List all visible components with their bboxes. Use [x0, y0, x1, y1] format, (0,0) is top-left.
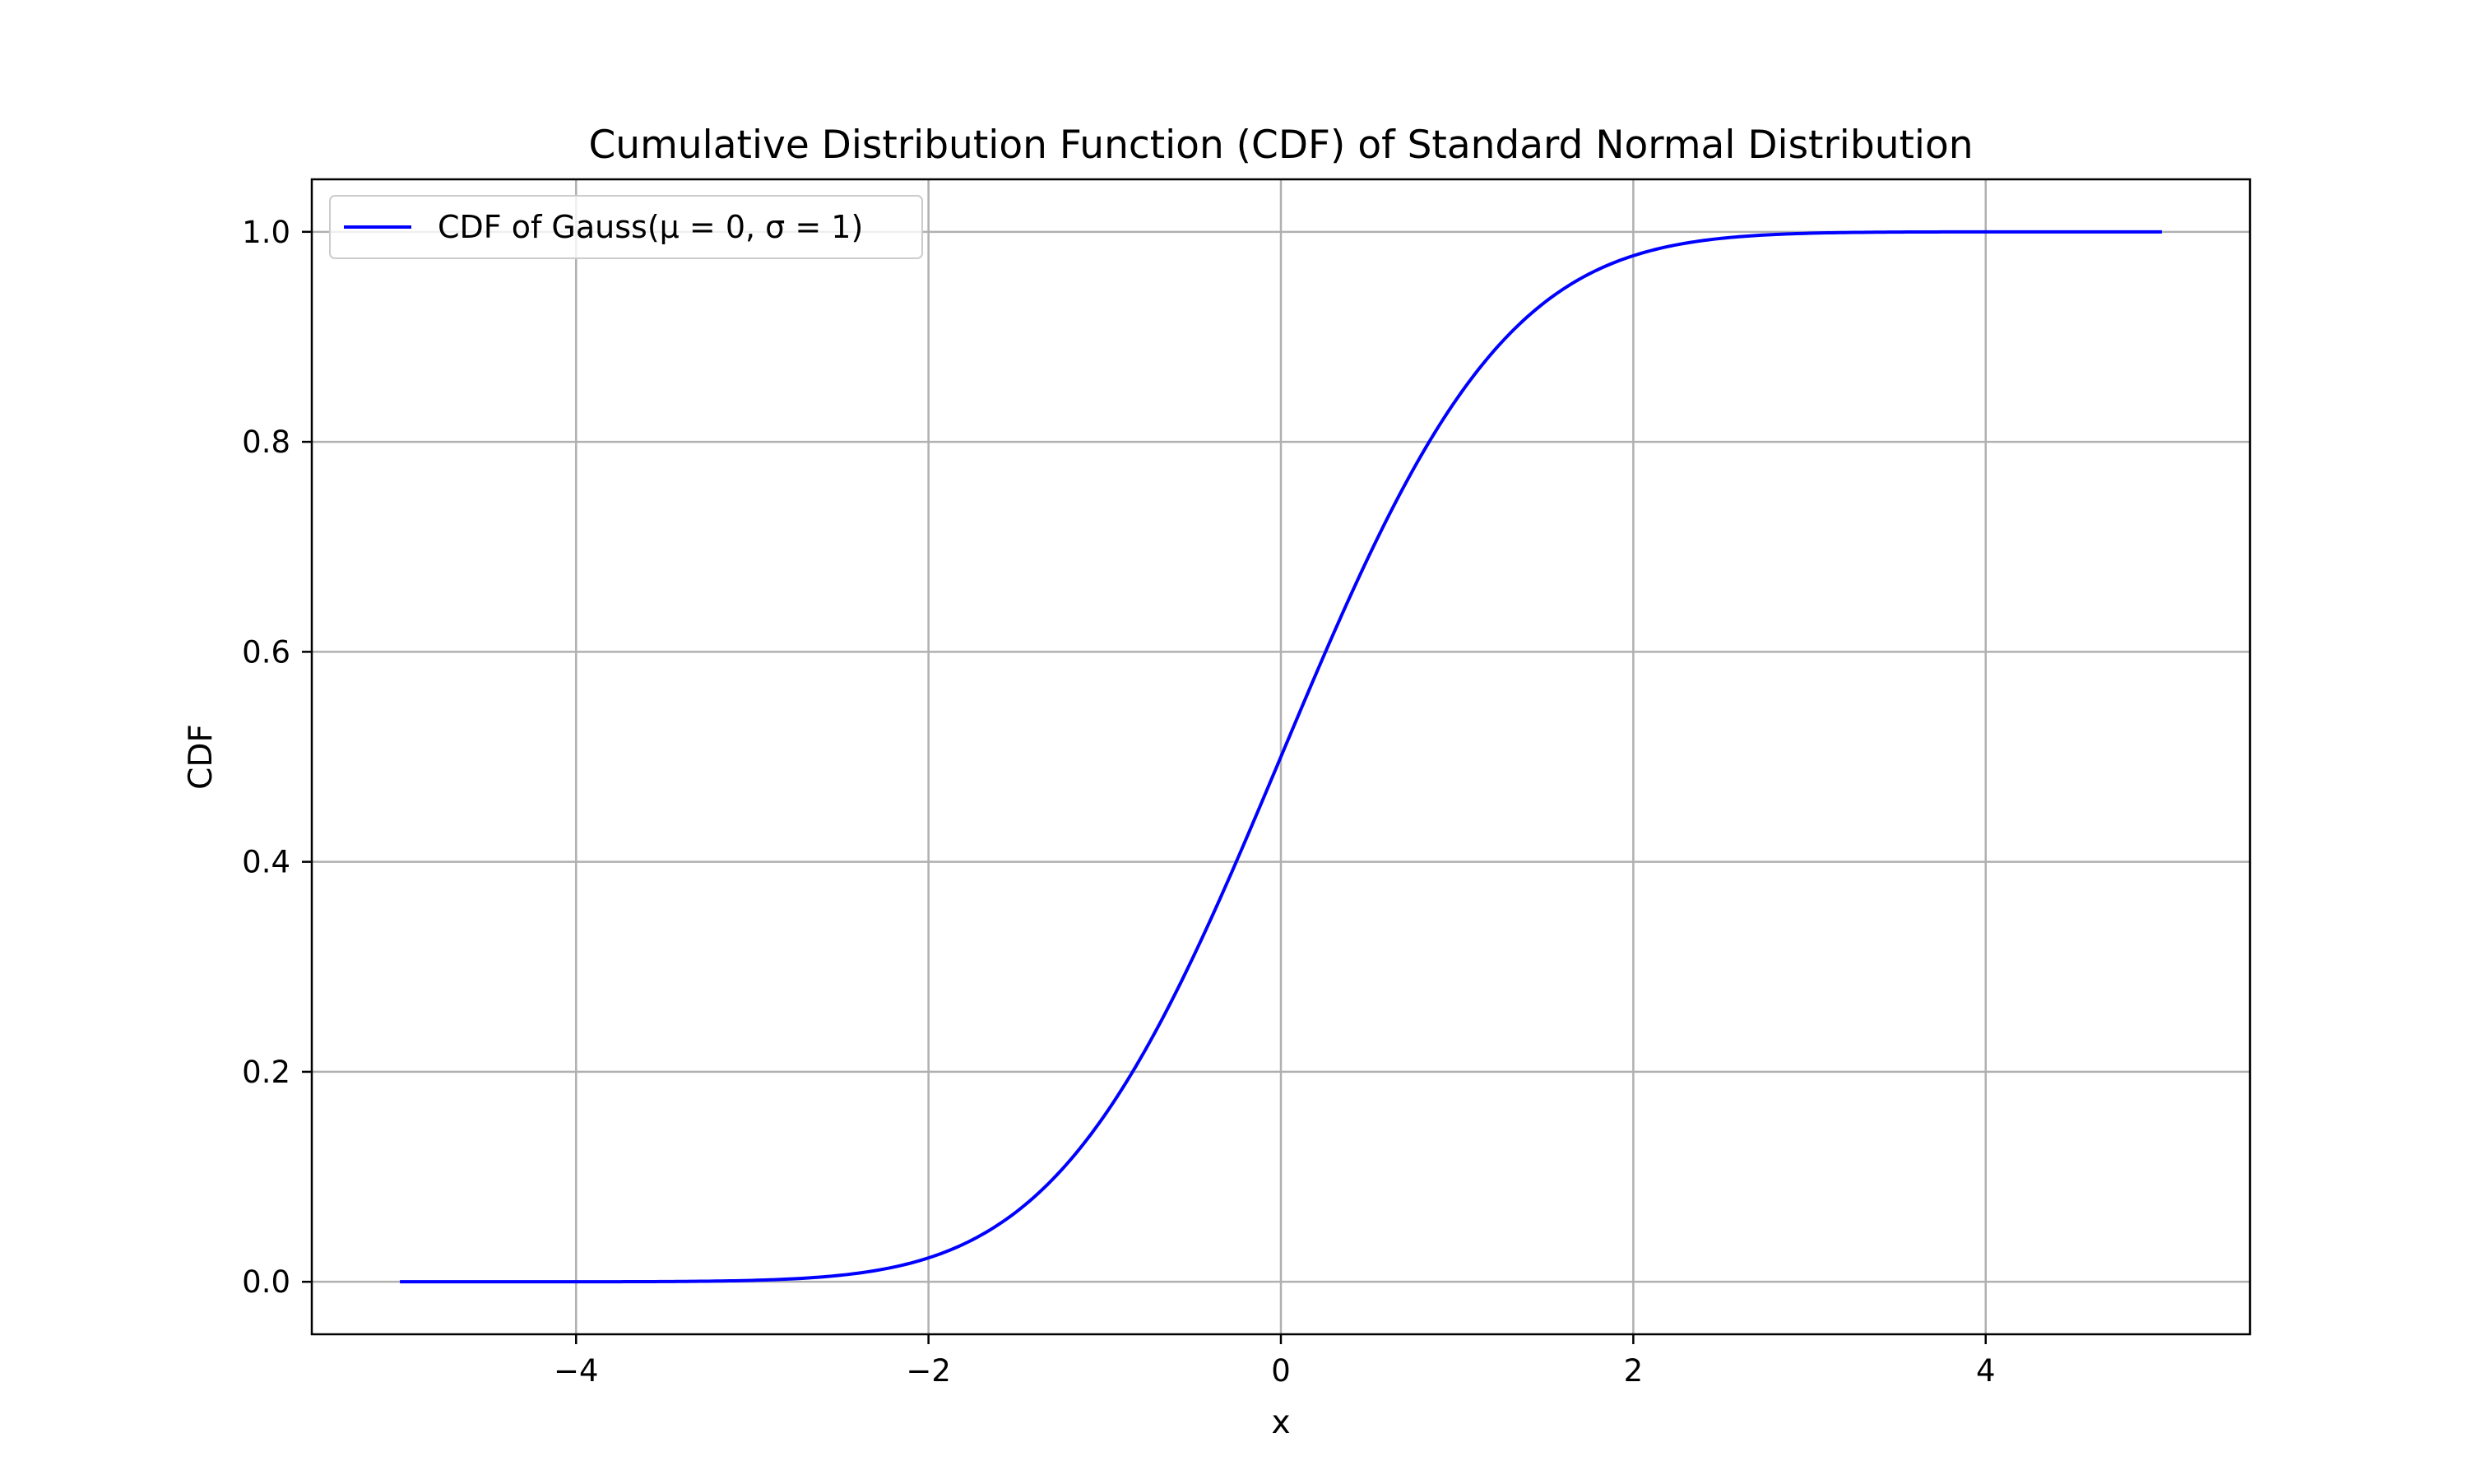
- y-tick-label: 1.0: [242, 215, 290, 250]
- cdf-series-line: [400, 230, 2162, 1284]
- chart-title: Cumulative Distribution Function (CDF) o…: [588, 123, 1973, 168]
- axis-ticks: −4 −2 0 2 4 0.0 0.2 0.4 0.6 0.8 1.0: [242, 215, 1995, 1389]
- legend-label: CDF of Gauss(μ = 0, σ = 1): [438, 209, 863, 245]
- x-tick-label: −4: [554, 1353, 599, 1389]
- x-tick-label: −2: [906, 1353, 951, 1389]
- legend-box: [329, 195, 923, 259]
- y-axis-label: CDF: [183, 724, 220, 790]
- x-tick-label: 0: [1271, 1353, 1291, 1389]
- y-tick-label: 0.0: [242, 1264, 290, 1300]
- x-tick-label: 4: [1976, 1353, 1996, 1389]
- x-axis-label: x: [1271, 1404, 1290, 1441]
- x-tick-label: 2: [1624, 1353, 1644, 1389]
- y-tick-label: 0.4: [242, 845, 290, 880]
- series-layer: [400, 230, 2162, 1284]
- legend: CDF of Gauss(μ = 0, σ = 1): [329, 195, 923, 259]
- y-tick-label: 0.8: [242, 424, 290, 460]
- y-tick-label: 0.2: [242, 1055, 290, 1090]
- y-tick-label: 0.6: [242, 634, 290, 670]
